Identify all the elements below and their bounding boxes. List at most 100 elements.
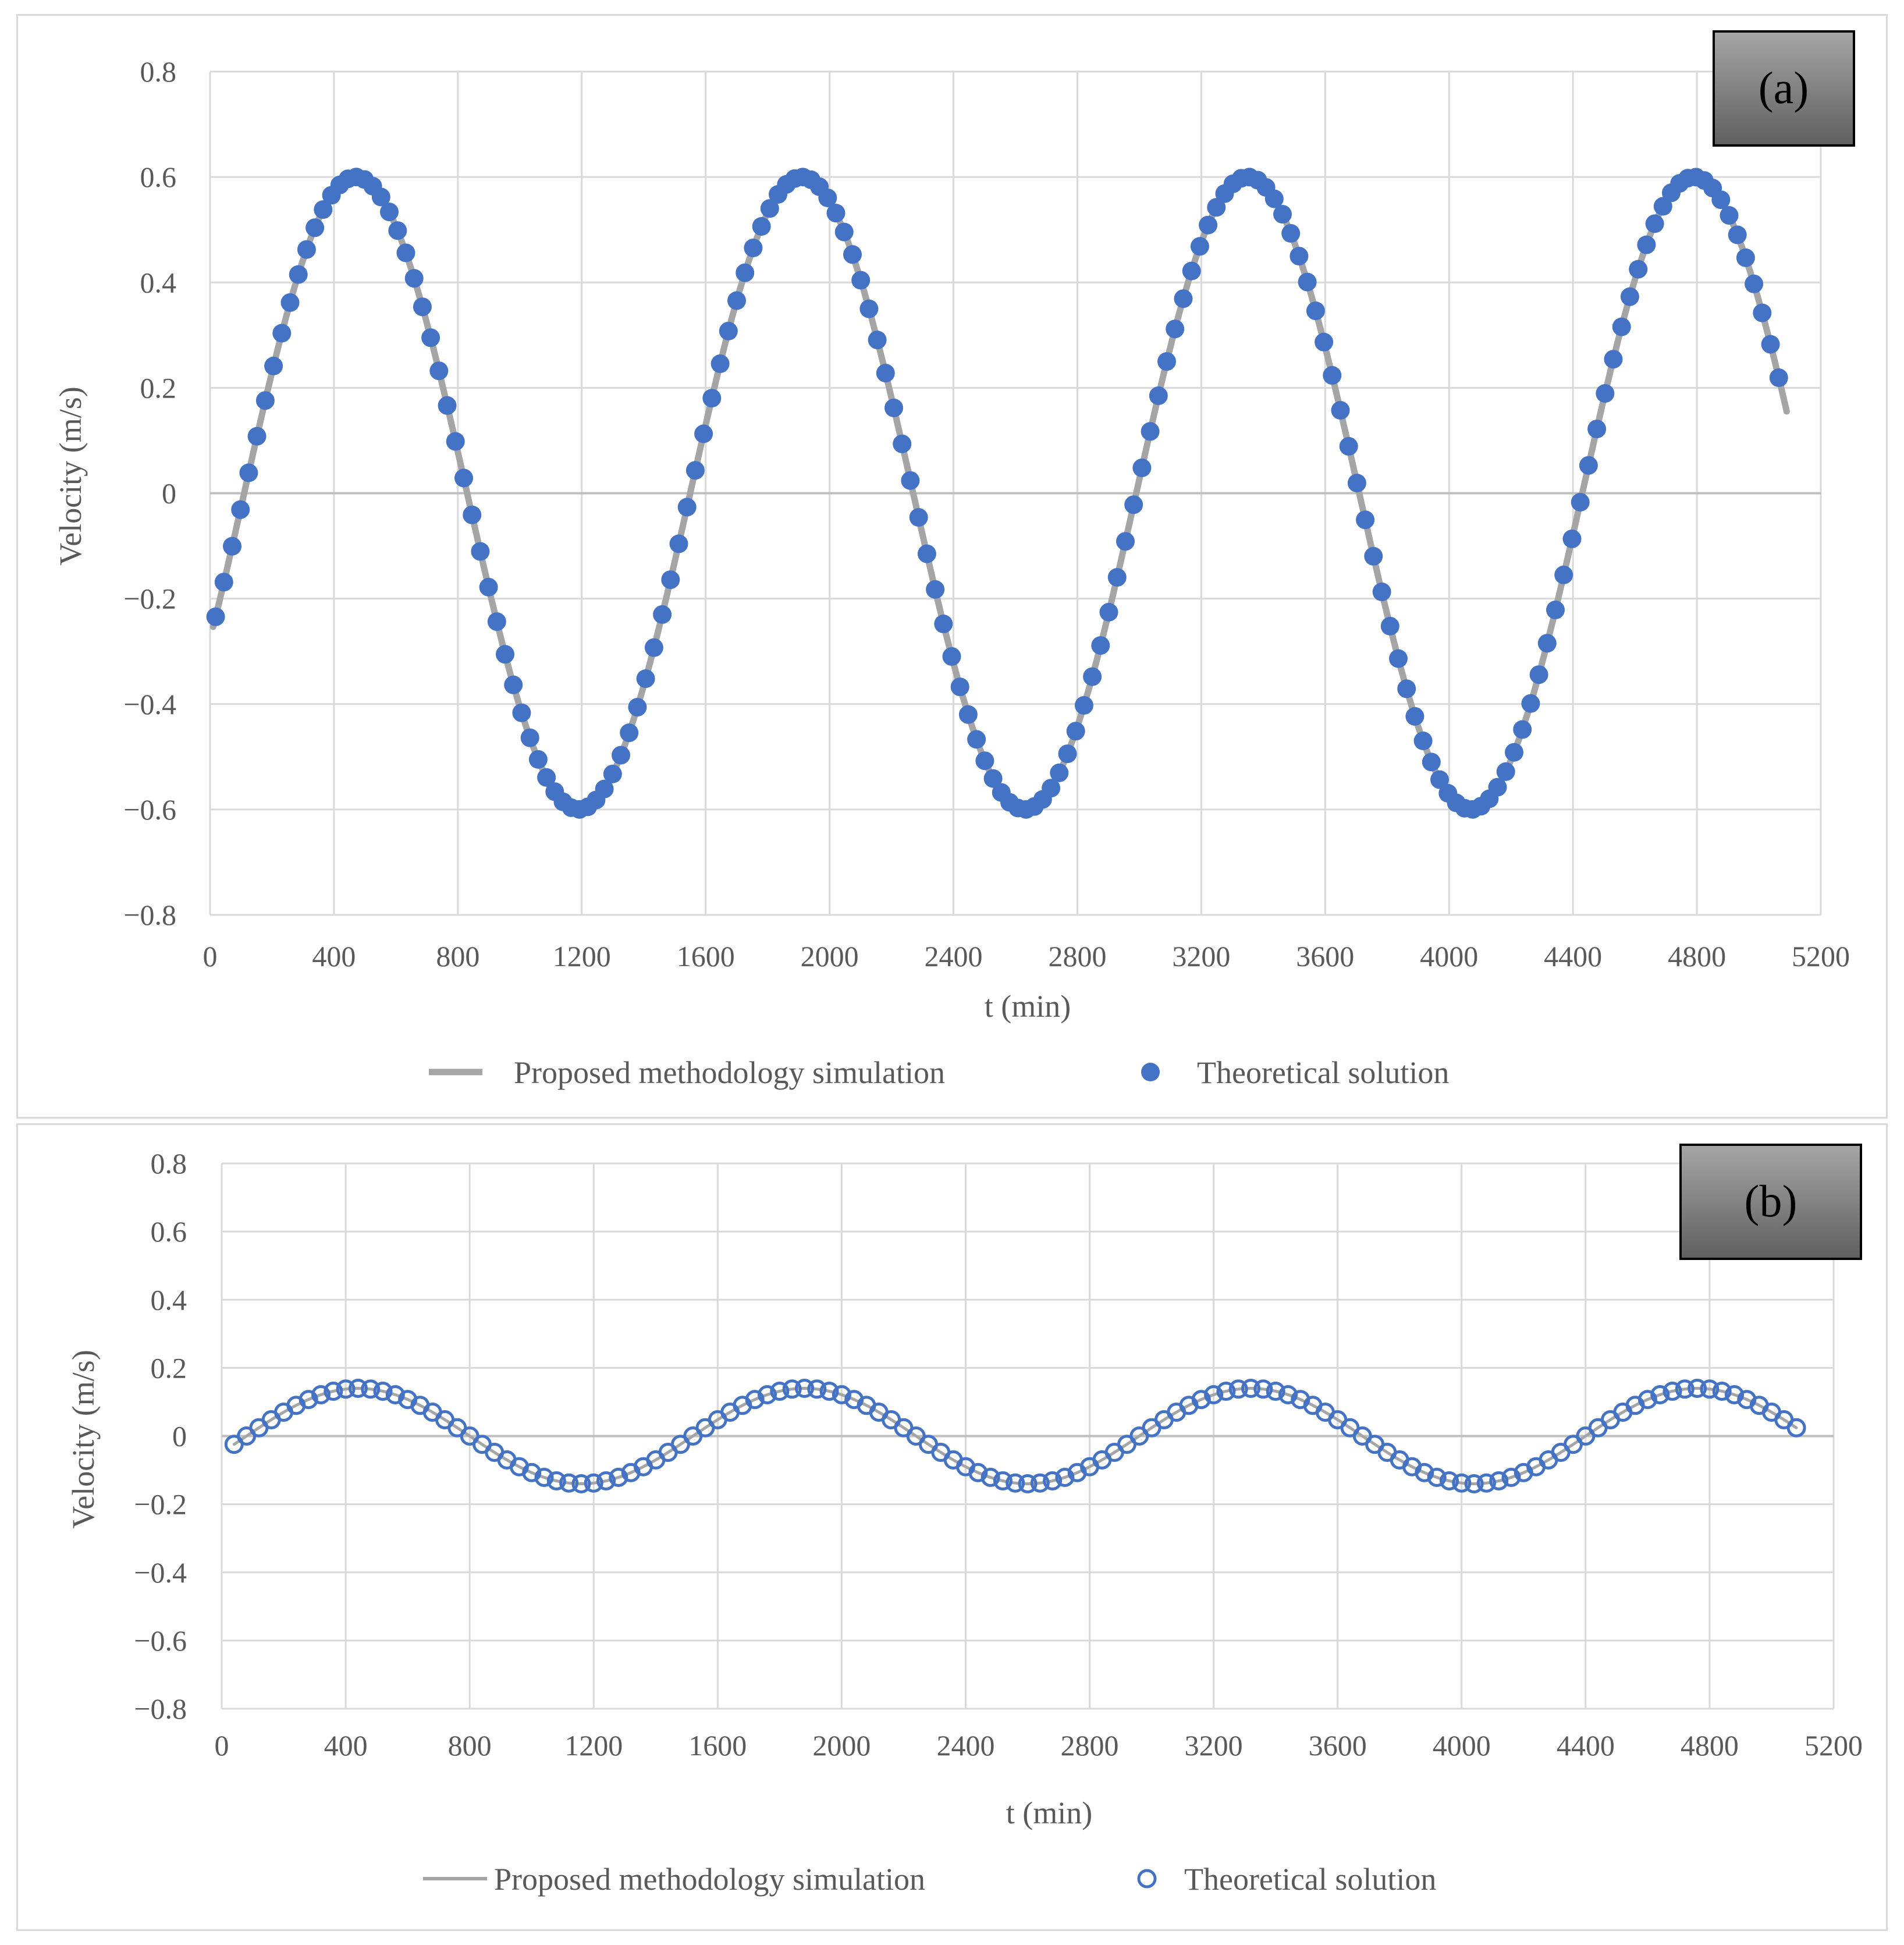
chart-a-theoretical-point-84 — [901, 471, 920, 490]
chart-b-theoretical-point-83 — [1253, 1379, 1273, 1399]
chart-a-theoretical-point-57 — [677, 498, 697, 517]
chart-b-theoretical-point-26 — [546, 1471, 566, 1490]
chart-a-legend: Proposed methodology simulation Theoreti… — [429, 1055, 1449, 1090]
chart-a-theoretical-point-163 — [1554, 565, 1573, 584]
chart-a-theoretical-point-111 — [1124, 495, 1143, 514]
chart-a-theoretical-point-171 — [1620, 287, 1639, 306]
chart-a-x-tick-2400: 2400 — [925, 940, 983, 972]
chart-b-x-axis-title: t (min) — [1006, 1795, 1092, 1830]
chart-b-theoretical-point-44 — [770, 1382, 790, 1401]
chart-b-x-tick-400: 400 — [324, 1729, 368, 1762]
chart-a-theoretical-point-28 — [438, 396, 457, 415]
chart-a-theoretical-point-147 — [1422, 753, 1441, 772]
chart-a-x-tick-4800: 4800 — [1668, 940, 1726, 972]
chart-a-theoretical-point-34 — [487, 612, 506, 631]
chart-a-theoretical-point-39 — [528, 750, 548, 769]
chart-b-theoretical-point-79 — [1204, 1385, 1224, 1404]
chart-b-theoretical-point-43 — [758, 1385, 777, 1404]
chart-a-theoretical-point-146 — [1413, 732, 1433, 750]
chart-b-y-tick-0: 0.8 — [151, 1147, 187, 1180]
chart-b-theoretical-point-61 — [981, 1468, 1000, 1487]
chart-b-theoretical-point-48 — [819, 1382, 839, 1401]
chart-b-x-tick-4400: 4400 — [1557, 1729, 1615, 1762]
chart-a-theoretical-point-116 — [1166, 320, 1185, 339]
chart-a-theoretical-point-59 — [694, 424, 713, 443]
chart-a-theoretical-point-114 — [1149, 386, 1168, 405]
chart-a-theoretical-point-88 — [934, 615, 953, 633]
chart-a-x-tick-2800: 2800 — [1048, 940, 1106, 972]
chart-b-theoretical-point-62 — [993, 1471, 1013, 1490]
chart-b-y-tick-5: −0.2 — [134, 1488, 187, 1521]
chart-a-y-tick-0: 0.8 — [140, 55, 177, 88]
chart-a-theoretical-point-11 — [297, 240, 316, 259]
chart-a-theoretical-point-183 — [1720, 206, 1739, 225]
chart-panel-b: 0 400 800 1200 1600 2000 2400 2800 3200 3600 4000 4… — [16, 1123, 1888, 1931]
chart-a-theoretical-point-137 — [1339, 436, 1358, 456]
chart-b-theoretical-point-27 — [559, 1473, 579, 1493]
chart-a-theoretical-point-145 — [1405, 707, 1425, 726]
chart-a-theoretical-point-87 — [926, 580, 945, 599]
chart-a-theoretical-point-27 — [429, 361, 449, 381]
chart-a-theoretical-point-25 — [413, 297, 432, 317]
chart-a-theoretical-point-159 — [1521, 694, 1540, 713]
chart-a-theoretical-point-30 — [454, 468, 473, 488]
chart-a-y-tick-1: 0.6 — [140, 161, 177, 193]
chart-a-theoretical-point-140 — [1364, 546, 1383, 566]
chart-a-theoretical-point-120 — [1199, 215, 1218, 235]
chart-a-theoretical-point-118 — [1182, 261, 1201, 281]
chart-a-y-tick-labels: 0.8 0.6 0.4 0.2 0 −0.2 −0.4 −0.6 −0.8 — [123, 55, 176, 931]
chart-a-theoretical-point-188 — [1761, 335, 1780, 354]
chart-a-x-tick-5200: 5200 — [1792, 940, 1850, 972]
chart-a-series-markers — [206, 168, 1788, 819]
chart-a-theoretical-point-24 — [404, 269, 424, 288]
chart-b-x-tick-2800: 2800 — [1061, 1729, 1119, 1762]
chart-a-theoretical-point-33 — [479, 577, 498, 597]
chart-a-theoretical-point-64 — [736, 263, 755, 282]
chart-b-x-tick-5200: 5200 — [1804, 1729, 1863, 1762]
chart-a-theoretical-point-56 — [669, 534, 688, 553]
chart-a-theoretical-point-141 — [1372, 583, 1391, 601]
chart-b-x-tick-4800: 4800 — [1681, 1729, 1739, 1762]
chart-panel-a: 0 400 800 1200 1600 2000 2400 2800 3200 3600 4000 4… — [16, 14, 1888, 1119]
chart-a-theoretical-point-102 — [1050, 763, 1069, 782]
chart-a-theoretical-point-36 — [504, 675, 523, 694]
chart-a-theoretical-point-60 — [702, 389, 722, 408]
chart-a-theoretical-point-131 — [1290, 247, 1309, 266]
chart-b-y-tick-2: 0.4 — [151, 1283, 187, 1316]
chart-b-legend-marker-swatch — [1137, 1869, 1157, 1889]
chart-a-theoretical-point-0 — [206, 607, 225, 626]
chart-a-theoretical-point-8 — [272, 324, 292, 343]
chart-a-theoretical-point-143 — [1389, 649, 1408, 668]
chart-a-theoretical-point-112 — [1132, 458, 1152, 477]
chart-b-theoretical-point-78 — [1191, 1390, 1211, 1410]
chart-a-theoretical-point-49 — [612, 746, 630, 765]
chart-a-theoretical-point-161 — [1537, 634, 1557, 653]
chart-a-theoretical-point-90 — [950, 677, 969, 697]
chart-b-theoretical-point-118 — [1688, 1379, 1707, 1398]
chart-a-theoretical-point-5 — [247, 427, 267, 446]
chart-a-theoretical-point-12 — [306, 218, 325, 237]
chart-a-x-tick-800: 800 — [436, 940, 479, 972]
chart-a-theoretical-point-79 — [859, 299, 879, 318]
chart-a-theoretical-point-2 — [223, 537, 241, 556]
chart-a-theoretical-point-136 — [1331, 401, 1350, 420]
chart-b-theoretical-point-6 — [299, 1390, 318, 1410]
chart-b-legend: Proposed methodology simulation Theoreti… — [423, 1862, 1436, 1897]
chart-a-theoretical-point-144 — [1397, 679, 1416, 698]
chart-b-x-tick-3600: 3600 — [1309, 1729, 1367, 1762]
chart-a-theoretical-point-155 — [1488, 778, 1507, 797]
chart-b-y-tick-8: −0.8 — [134, 1692, 187, 1725]
chart-a-theoretical-point-48 — [603, 764, 622, 783]
chart-b-series-simulation-line — [232, 1387, 1798, 1485]
chart-a-theoretical-point-139 — [1356, 510, 1375, 530]
chart-b-x-tick-4000: 4000 — [1433, 1729, 1491, 1762]
chart-b-theoretical-point-126 — [1786, 1418, 1806, 1438]
chart-a-y-tick-6: −0.4 — [123, 688, 176, 720]
chart-a-legend-label-simulation: Proposed methodology simulation — [514, 1055, 945, 1090]
chart-a-theoretical-point-185 — [1736, 248, 1755, 267]
chart-b-x-tick-labels: 0 400 800 1200 1600 2000 2400 2800 3200 3600 4000 4… — [215, 1729, 1863, 1762]
chart-b-legend-label-simulation: Proposed methodology simulation — [494, 1862, 925, 1897]
chart-a-theoretical-point-107 — [1091, 636, 1110, 655]
chart-a-theoretical-point-189 — [1769, 368, 1788, 387]
chart-b-x-tick-2400: 2400 — [936, 1729, 994, 1762]
